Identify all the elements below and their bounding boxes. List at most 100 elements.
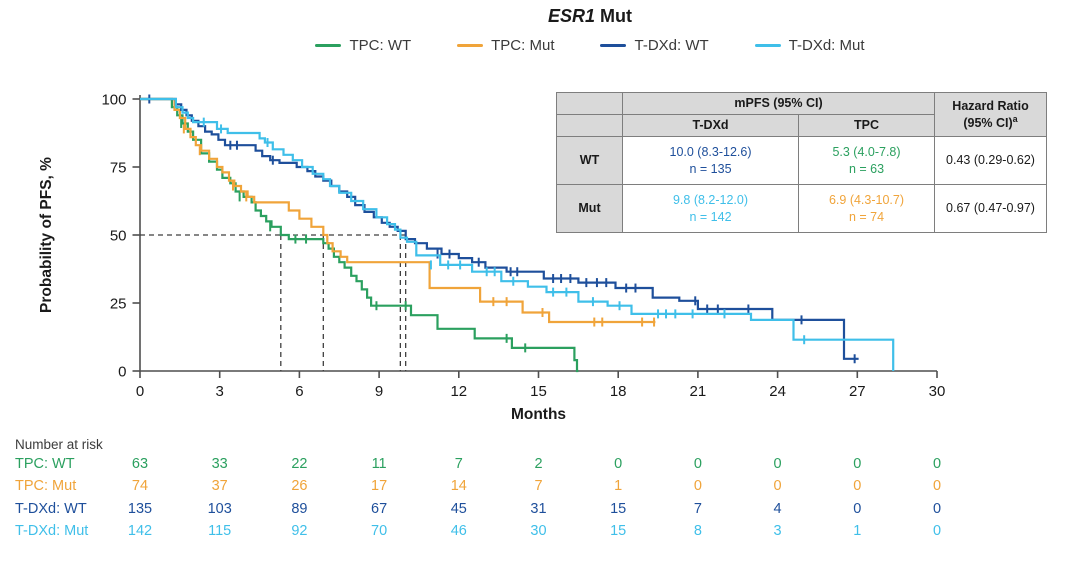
series-curve-tpc-mut xyxy=(140,97,656,324)
at-risk-value: 46 xyxy=(450,522,467,539)
wt-tpc-n: n = 63 xyxy=(848,161,885,176)
wt-tpc-mpfs: 5.3 (4.0-7.8) xyxy=(832,145,901,160)
at-risk-value: 31 xyxy=(530,500,547,517)
at-risk-value: 33 xyxy=(211,456,228,472)
at-risk-value: 142 xyxy=(127,522,153,539)
legend-label: TPC: WT xyxy=(349,37,412,54)
x-tick-label: 9 xyxy=(375,383,383,400)
at-risk-value: 135 xyxy=(127,500,153,517)
mut-tpc-cell: 6.9 (4.3-10.7) n = 74 xyxy=(798,184,935,233)
at-risk-value: 0 xyxy=(773,456,782,472)
at-risk-value: 15 xyxy=(610,500,627,517)
legend-item-t-dxd-mut: T-DXd: Mut xyxy=(754,37,865,54)
legend-label: T-DXd: Mut xyxy=(788,37,865,54)
legend-item-tpc-mut: TPC: Mut xyxy=(457,37,554,54)
at-risk-value: 1 xyxy=(853,522,862,539)
at-risk-row-label: TPC: Mut xyxy=(15,478,77,495)
wt-tdxd-mpfs: 10.0 (8.3-12.6) xyxy=(669,145,752,160)
x-tick-label: 24 xyxy=(769,383,786,400)
at-risk-value: 0 xyxy=(932,456,942,472)
mut-tpc-mpfs: 6.9 (4.3-10.7) xyxy=(828,193,905,208)
wt-tdxd-n: n = 135 xyxy=(689,161,732,176)
tpc-column-header: TPC xyxy=(798,114,935,137)
mut-hr-cell: 0.67 (0.47-0.97) xyxy=(934,184,1047,233)
wt-tdxd-cell: 10.0 (8.3-12.6) n = 135 xyxy=(622,136,799,185)
at-risk-value: 92 xyxy=(291,522,308,539)
legend: TPC: WT TPC: Mut T-DXd: WT T-DXd: Mut xyxy=(140,37,1040,54)
at-risk-value: 37 xyxy=(211,478,228,495)
at-risk-value: 0 xyxy=(932,522,942,539)
at-risk-value: 4 xyxy=(773,500,782,517)
x-tick-label: 18 xyxy=(610,383,627,400)
x-tick-label: 30 xyxy=(929,383,946,400)
at-risk-value: 0 xyxy=(773,478,782,495)
y-tick-label: 50 xyxy=(110,228,127,245)
at-risk-value: 14 xyxy=(450,478,467,495)
number-at-risk-heading: Number at risk xyxy=(15,437,103,452)
mut-row-label: Mut xyxy=(556,184,623,233)
at-risk-value: 0 xyxy=(693,456,702,472)
at-risk-value: 74 xyxy=(131,478,149,495)
x-tick-label: 6 xyxy=(295,383,303,400)
mpfs-header-cell: mPFS (95% CI) xyxy=(622,92,935,115)
x-tick-label: 15 xyxy=(530,383,547,400)
at-risk-value: 26 xyxy=(291,478,308,495)
title-suffix: Mut xyxy=(595,6,632,26)
at-risk-value: 2 xyxy=(534,456,543,472)
at-risk-row-label: T-DXd: WT xyxy=(15,500,87,517)
at-risk-value: 67 xyxy=(371,500,388,517)
hr-header-line2: (95% CI) xyxy=(963,116,1013,131)
at-risk-value: 22 xyxy=(291,456,308,472)
table-blank-cell xyxy=(556,92,623,115)
at-risk-value: 8 xyxy=(693,522,702,539)
x-tick-label: 0 xyxy=(136,383,144,400)
at-risk-value: 89 xyxy=(291,500,308,517)
wt-hr-cell: 0.43 (0.29-0.62) xyxy=(934,136,1047,185)
legend-label: TPC: Mut xyxy=(491,37,555,54)
tdxd-column-header: T-DXd xyxy=(622,114,799,137)
legend-swatch-icon xyxy=(457,43,484,48)
at-risk-value: 0 xyxy=(932,500,942,517)
at-risk-value: 63 xyxy=(131,456,149,472)
y-axis-label: Probability of PFS, % xyxy=(38,157,55,313)
at-risk-value: 0 xyxy=(614,456,623,472)
wt-row-label: WT xyxy=(556,136,623,185)
mut-tdxd-cell: 9.8 (8.2-12.0) n = 142 xyxy=(622,184,799,233)
at-risk-value: 15 xyxy=(610,522,627,539)
at-risk-value: 1 xyxy=(614,478,623,495)
series-curve-t-dxd-wt xyxy=(140,97,859,360)
x-tick-label: 21 xyxy=(690,383,707,400)
at-risk-value: 0 xyxy=(853,500,862,517)
mut-tdxd-mpfs: 9.8 (8.2-12.0) xyxy=(672,193,749,208)
at-risk-value: 0 xyxy=(693,478,702,495)
title-gene: ESR1 xyxy=(547,6,596,26)
at-risk-value: 17 xyxy=(371,478,388,495)
x-tick-label: 27 xyxy=(849,383,866,400)
y-tick-label: 100 xyxy=(101,92,126,109)
at-risk-value: 11 xyxy=(371,456,387,472)
y-tick-label: 75 xyxy=(110,160,127,177)
y-tick-label: 0 xyxy=(118,364,126,381)
at-risk-value: 0 xyxy=(853,456,862,472)
at-risk-value: 7 xyxy=(454,456,463,472)
x-tick-label: 3 xyxy=(216,383,224,400)
x-axis-label: Months xyxy=(510,406,567,423)
wt-tpc-cell: 5.3 (4.0-7.8) n = 63 xyxy=(798,136,935,185)
y-tick-label: 25 xyxy=(110,296,127,313)
at-risk-value: 45 xyxy=(450,500,467,517)
at-risk-value: 3 xyxy=(773,522,782,539)
at-risk-value: 0 xyxy=(853,478,862,495)
x-tick-label: 12 xyxy=(450,383,467,400)
at-risk-value: 7 xyxy=(693,500,702,517)
at-risk-value: 70 xyxy=(371,522,388,539)
legend-swatch-icon xyxy=(600,43,627,48)
at-risk-value: 115 xyxy=(208,522,232,539)
mpfs-summary-table: mPFS (95% CI) Hazard Ratio (95% CI)a T-D… xyxy=(556,92,1047,233)
legend-item-t-dxd-wt: T-DXd: WT xyxy=(600,37,709,54)
at-risk-row-label: TPC: WT xyxy=(15,456,75,472)
legend-label: T-DXd: WT xyxy=(634,37,709,54)
at-risk-value: 0 xyxy=(932,478,942,495)
legend-swatch-icon xyxy=(754,43,781,48)
